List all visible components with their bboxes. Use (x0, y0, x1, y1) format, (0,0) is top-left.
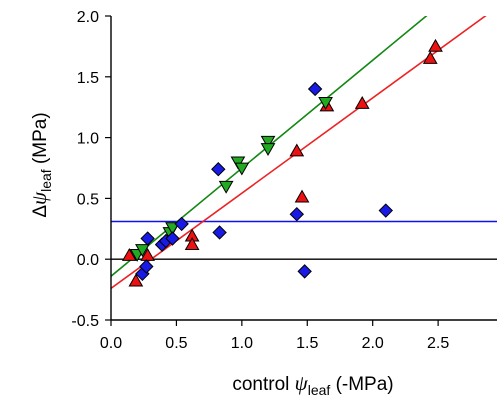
y-tick-label: 0.5 (77, 191, 99, 208)
y-axis-title: Δψleaf (MPa) (27, 112, 54, 217)
x-tick-label: 0.0 (100, 335, 122, 352)
triangle-up-point (428, 38, 443, 52)
y-tick-label: 1.0 (77, 131, 99, 148)
triangle-down-point (218, 180, 234, 194)
x-axis-title: control ψleaf (-MPa) (232, 371, 393, 398)
triangle-down-point (318, 96, 333, 110)
triangle-up-point (294, 189, 310, 203)
plot-layer: -0.50.00.51.01.52.00.0 0.5 1.0 1.5 2.0 2.5 (71, 9, 497, 352)
diamond-point (378, 203, 393, 218)
x-tick-label: 1.5 (296, 335, 318, 352)
triangle-up-point (121, 248, 137, 261)
x-title-symbol: ψ (295, 371, 309, 395)
x-tick-label: 1.0 (231, 335, 253, 352)
triangle-up-point (422, 51, 438, 64)
triangle-up-point (128, 273, 144, 287)
y-tick-label: -0.5 (71, 313, 99, 330)
triangle-up-point (354, 96, 370, 109)
y-tick-label: 2.0 (77, 9, 99, 26)
diamond-point (174, 216, 189, 232)
x-tick-label: 0.5 (165, 335, 187, 352)
diamond-point (165, 231, 180, 246)
diamond-point (212, 225, 227, 240)
triangle-down-point (260, 135, 276, 149)
y-tick-label: 0.0 (77, 252, 99, 269)
y-tick-label: 1.5 (77, 70, 99, 87)
triangle-down-point (135, 244, 150, 257)
triangle-up-point (289, 143, 305, 157)
triangle-down-point (260, 143, 276, 157)
x-title-prefix: control (232, 374, 294, 395)
x-tick-label: 2.5 (427, 335, 449, 352)
x-title-suffix: (-MPa) (330, 374, 393, 395)
y-title-suffix: (MPa) (30, 112, 51, 169)
triangle-up-point (184, 237, 200, 250)
diamond-point (139, 259, 154, 274)
y-title-symbol: ψ (27, 191, 51, 205)
x-title-subscript: leaf (308, 382, 331, 398)
diamond-point (140, 231, 155, 246)
x-tick-label: 2.0 (362, 335, 384, 352)
diamond-point (289, 207, 305, 222)
triangle-down-point (234, 162, 250, 176)
diamond-point (307, 81, 323, 97)
diamond-point (297, 264, 312, 279)
y-title-prefix: Δ (30, 205, 51, 218)
diamond-point (211, 162, 226, 177)
triangle-up-point (140, 248, 155, 261)
triangle-down-point (165, 222, 180, 236)
y-title-subscript: leaf (38, 169, 54, 192)
